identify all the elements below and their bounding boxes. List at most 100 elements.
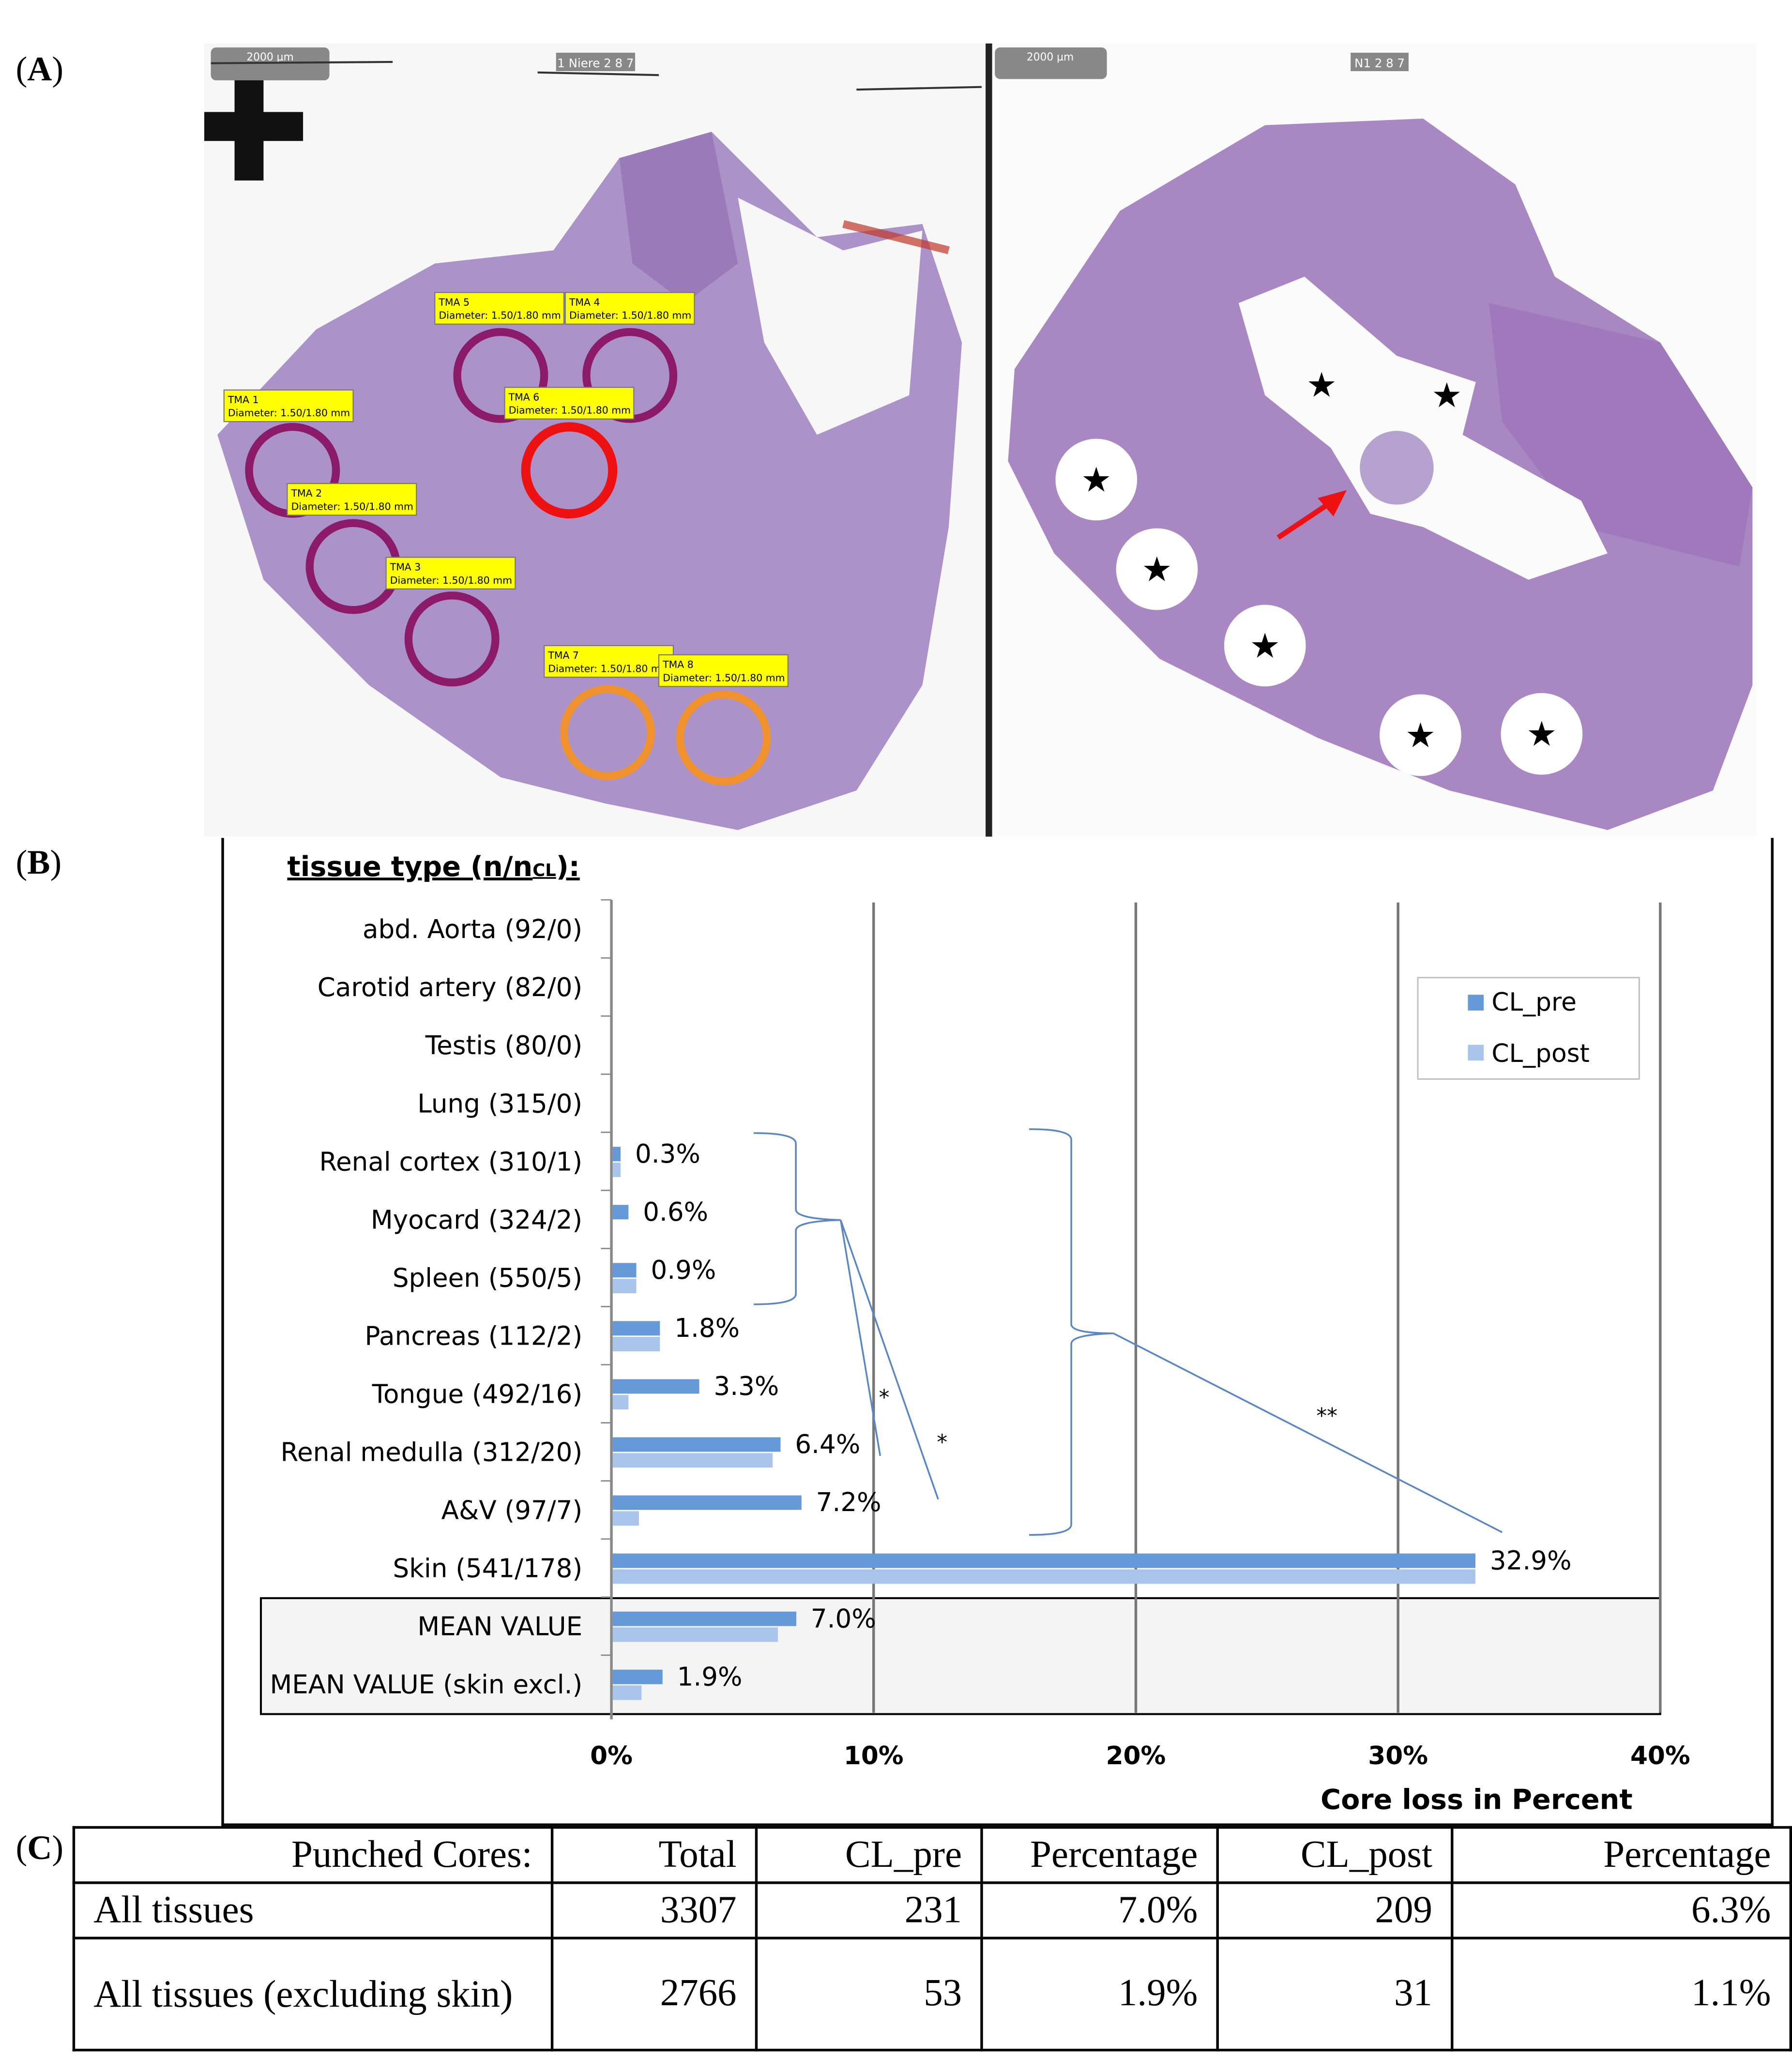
data-label: 32.9% xyxy=(1490,1545,1572,1575)
x-tick-label: 20% xyxy=(1106,1741,1166,1770)
tma-label-title: TMA 7 xyxy=(547,650,579,661)
scale-bar xyxy=(211,47,330,81)
star-icon: ★ xyxy=(1306,364,1337,405)
tma-label-diameter: Diameter: 1.50/1.80 mm xyxy=(548,663,670,674)
legend-swatch-post xyxy=(1468,1044,1484,1061)
category-label: Carotid artery (82/0) xyxy=(318,972,582,1002)
core-loss-chart: tissue type (n/nCL): 0% 10% 20% 30% 40% abd.… xyxy=(259,851,1690,1816)
header-cell: Percentage xyxy=(980,1826,1219,1884)
bar-cl-post xyxy=(612,1685,642,1700)
data-label: 1.9% xyxy=(677,1662,743,1692)
tma-label-title: TMA 3 xyxy=(390,561,421,573)
bar-cl-post xyxy=(612,1162,621,1177)
table-cell: 209 xyxy=(1216,1881,1454,1939)
tma-label-title: TMA 4 xyxy=(569,297,600,308)
legend-label: CL_post xyxy=(1491,1039,1589,1068)
tma-label-title: TMA 5 xyxy=(438,297,470,308)
mean-value-box xyxy=(259,1597,1661,1715)
significance-star: * xyxy=(937,1430,947,1454)
tma-label-box xyxy=(504,387,635,420)
data-label: 1.8% xyxy=(674,1313,740,1343)
table-cell: All tissues xyxy=(72,1881,554,1939)
tma-core-circle xyxy=(521,422,618,519)
table-row: All tissues (excluding skin) 2766 53 1.9… xyxy=(72,1937,1792,2052)
slide-label: 1 Niere 2 8 7 xyxy=(557,56,634,70)
data-label: 3.3% xyxy=(714,1371,779,1401)
punched-hole xyxy=(1055,439,1138,521)
slide-label: N1 2 8 7 xyxy=(1354,56,1405,70)
tma-label-title: TMA 2 xyxy=(291,487,322,499)
bar-cl-post xyxy=(612,1511,639,1526)
header-cell: Percentage xyxy=(1451,1826,1792,1884)
category-label: abd. Aorta (92/0) xyxy=(363,914,582,944)
bar-cl-pre xyxy=(612,1379,699,1394)
tma-label-diameter: Diameter: 1.50/1.80 mm xyxy=(228,407,350,419)
data-label: 0.9% xyxy=(651,1255,716,1285)
tma-label-diameter: Diameter: 1.50/1.80 mm xyxy=(509,405,631,416)
bar-cl-post xyxy=(612,1453,773,1468)
table-cell: 1.9% xyxy=(980,1937,1219,2052)
bar-cl-post xyxy=(612,1395,629,1410)
punched-hole xyxy=(1224,605,1306,687)
tma-label-diameter: Diameter: 1.50/1.80 mm xyxy=(663,672,785,683)
data-label: 0.6% xyxy=(643,1197,708,1227)
tma-label-box xyxy=(287,483,417,516)
x-tick-label: 40% xyxy=(1630,1741,1690,1770)
bar-cl-post xyxy=(612,1279,637,1294)
bar-cl-pre xyxy=(612,1263,637,1278)
category-label: Skin (541/178) xyxy=(393,1554,583,1584)
category-label: Pancreas (112/2) xyxy=(364,1321,582,1351)
significance-star: * xyxy=(879,1386,890,1410)
header-cell: Total xyxy=(550,1826,758,1884)
header-cell: Punched Cores: xyxy=(72,1826,554,1884)
punched-hole xyxy=(1116,528,1198,610)
category-label: A&V (97/7) xyxy=(441,1496,583,1526)
table-cell: 6.3% xyxy=(1451,1881,1792,1939)
star-icon: ★ xyxy=(1141,549,1172,589)
table-cell: 2766 xyxy=(550,1937,758,2052)
tma-label: TMA 3 Diameter: 1.50/1.80 mm xyxy=(385,557,516,590)
data-label: 7.2% xyxy=(816,1487,881,1517)
tma-label-box xyxy=(385,557,516,590)
bar-cl-pre xyxy=(612,1437,781,1452)
tma-label: TMA 8 Diameter: 1.50/1.80 mm xyxy=(658,654,789,687)
table-header-row: Punched Cores: Total CL_pre Percentage C… xyxy=(72,1826,1792,1884)
bar-cl-pre xyxy=(612,1147,621,1162)
panel-label-b: (B) xyxy=(15,843,62,882)
legend: CL_pre CL_post xyxy=(1417,977,1640,1080)
x-tick-label: 0% xyxy=(590,1741,633,1770)
tma-core-circle xyxy=(404,591,500,687)
red-arrow xyxy=(1276,490,1347,540)
table-cell: 1.1% xyxy=(1451,1937,1792,2052)
x-axis-title: Core loss in Percent xyxy=(1321,1784,1633,1816)
x-tick-label: 10% xyxy=(844,1741,904,1770)
tma-label-box xyxy=(434,292,565,325)
category-label: Myocard (324/2) xyxy=(371,1205,582,1235)
tma-label: TMA 7 Diameter: 1.50/1.80 mm xyxy=(544,645,674,678)
bar-cl-pre xyxy=(612,1611,796,1626)
left-slide-image: 2000 µm 1 Niere 2 8 7 TMA 5 Diameter: 1.5… xyxy=(204,43,986,837)
tma-label-box xyxy=(658,654,789,687)
data-label: 6.4% xyxy=(795,1429,860,1459)
table-cell: 3307 xyxy=(550,1881,758,1939)
category-label: Testis (80/0) xyxy=(425,1030,582,1060)
punched-hole xyxy=(1501,693,1583,775)
tma-label-diameter: Diameter: 1.50/1.80 mm xyxy=(291,500,413,512)
category-label: Renal medulla (312/20) xyxy=(280,1438,582,1468)
star-icon: ★ xyxy=(1431,375,1462,415)
tma-label: TMA 5 Diameter: 1.50/1.80 mm xyxy=(434,292,565,325)
category-label: Lung (315/0) xyxy=(417,1089,582,1119)
tma-core-circle xyxy=(676,690,771,786)
tma-label: TMA 6 Diameter: 1.50/1.80 mm xyxy=(504,387,635,420)
table-cell: 7.0% xyxy=(980,1881,1219,1939)
category-label: Spleen (550/5) xyxy=(393,1263,582,1293)
bar-cl-pre xyxy=(612,1321,660,1336)
category-label: MEAN VALUE xyxy=(417,1612,582,1642)
image-divider xyxy=(986,43,992,837)
legend-swatch-pre xyxy=(1468,995,1484,1011)
tma-label: TMA 4 Diameter: 1.50/1.80 mm xyxy=(564,292,695,325)
right-slide-image: 2000 µm N1 2 8 7 ★ ★ ★ ★ ★ ★ ★ xyxy=(992,43,1757,837)
bar-cl-pre xyxy=(612,1553,1475,1568)
